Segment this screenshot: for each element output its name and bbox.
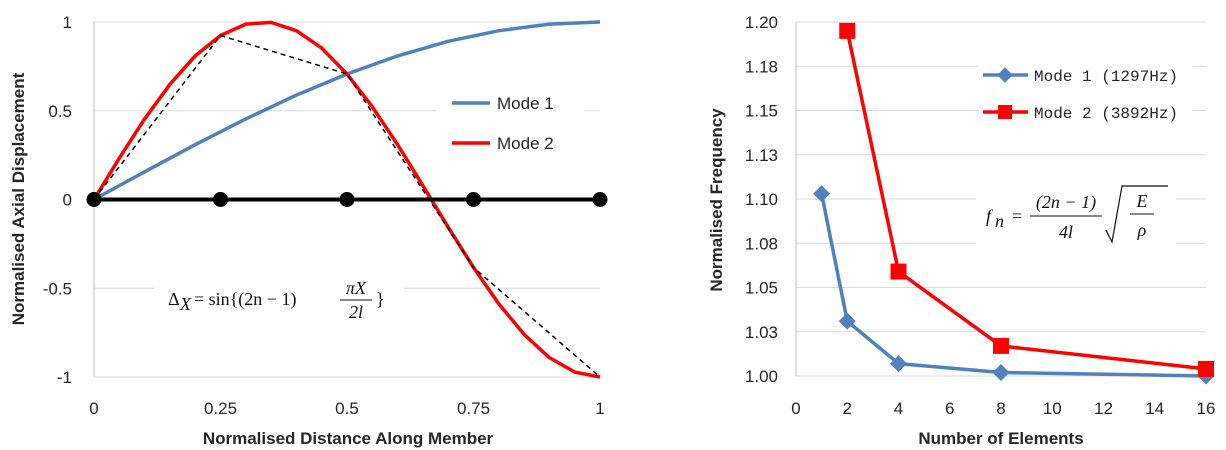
right-x-tick-label: 2	[843, 399, 852, 418]
right-x-tick-label: 8	[996, 399, 1005, 418]
mode-1-diamond-marker	[838, 312, 856, 330]
mode-2-square-marker	[993, 337, 1009, 354]
element-approximation-dashed-line	[93, 34, 601, 378]
formula-root-den: ρ	[1137, 220, 1147, 240]
right-y-tick-label: 1.18	[745, 57, 778, 76]
legend-mode1-label: Mode 1	[497, 94, 554, 113]
left-y-ticks: 1 0.5 0 -0.5 -1	[43, 13, 72, 387]
left-x-ticks: 0 0.25 0.5 0.75 1	[89, 399, 604, 418]
right-y-tick-label: 1.05	[745, 279, 778, 298]
right-y-tick-label: 1.20	[745, 13, 778, 32]
right-x-tick-label: 14	[1145, 399, 1164, 418]
mode-1-diamond-marker	[890, 355, 907, 373]
node-marker	[213, 192, 228, 207]
mode-1-diamond-marker	[992, 363, 1010, 381]
right-y-tick-label: 1.08	[745, 234, 778, 253]
left-y-tick-label: 0	[63, 191, 72, 210]
legend-square-marker	[998, 105, 1012, 119]
formula-fraction-den: 2l	[349, 302, 363, 322]
right-x-tick-label: 16	[1197, 399, 1216, 418]
formula-delta: Δ	[168, 289, 180, 309]
mode-1-diamond-marker	[813, 185, 831, 203]
right-y-tick-label: 1.13	[745, 146, 778, 165]
right-y-ticks: 1.20 1.18 1.15 1.13 1.10 1.08 1.05 1.03 1.00	[745, 13, 778, 386]
formula-close-brace: }	[376, 289, 385, 309]
mode-2-square-marker	[839, 22, 856, 39]
formula-root-num: E	[1136, 191, 1148, 211]
right-x-axis-title: Number of Elements	[918, 429, 1083, 448]
left-legend-box	[436, 84, 584, 162]
displacement-formula-box	[154, 264, 404, 328]
formula-freq-den-text: 4l	[1059, 222, 1073, 242]
formula-f: f	[986, 206, 994, 226]
right-x-tick-label: 10	[1043, 399, 1062, 418]
formula-f-sub: n	[995, 211, 1004, 231]
legend-freq-mode1-label: Mode 1 (1297Hz)	[1034, 68, 1178, 86]
left-x-tick-label: 0	[89, 399, 98, 418]
left-y-tick-label: 0.5	[48, 102, 72, 121]
left-y-tick-label: -0.5	[43, 279, 72, 298]
right-y-tick-label: 1.00	[745, 367, 778, 386]
left-y-axis-title: Normalised Axial Displacement	[9, 72, 28, 325]
frequency-mode-2-line	[845, 30, 1207, 371]
displacement-formula: Δ X = sin{(2n − 1) πX 2l }	[154, 264, 404, 328]
right-x-tick-label: 6	[945, 399, 954, 418]
frequency-chart: 1.20 1.18 1.15 1.13 1.10 1.08 1.05 1.03 1.00 0 2 4…	[707, 13, 1215, 448]
node-marker	[86, 192, 102, 207]
formula-delta-sub: X	[179, 294, 192, 314]
formula-sine: = sin{(2n − 1)	[194, 289, 296, 310]
mode-2-square-marker	[890, 263, 907, 280]
legend-freq-mode2-label: Mode 2 (3892Hz)	[1034, 105, 1178, 123]
formula-freq-num: (2n − 1)	[1036, 192, 1096, 213]
mode-2-square-marker	[1198, 360, 1214, 377]
right-legend-box	[978, 56, 1192, 132]
right-legend: Mode 1 (1297Hz) Mode 2 (3892Hz)	[978, 56, 1192, 132]
mode-2-line	[92, 20, 601, 379]
right-y-tick-label: 1.10	[745, 190, 778, 209]
left-x-tick-label: 1	[595, 399, 604, 418]
left-y-tick-label: 1	[63, 13, 72, 32]
right-x-ticks: 0 2 4 6 8 10 12 14 16	[791, 399, 1215, 418]
right-x-tick-label: 4	[894, 399, 903, 418]
right-y-axis-title: Normalised Frequency	[707, 108, 726, 292]
left-y-tick-label: -1	[57, 368, 72, 387]
left-series	[86, 20, 608, 379]
right-x-tick-label: 0	[791, 399, 800, 418]
left-x-tick-label: 0.25	[204, 399, 237, 418]
frequency-formula: f n = (2n − 1) 4l E ρ	[976, 176, 1176, 256]
left-x-tick-label: 0.5	[335, 399, 359, 418]
right-y-tick-label: 1.15	[745, 102, 778, 121]
formula-equals: =	[1012, 206, 1022, 226]
left-x-tick-label: 0.75	[457, 399, 490, 418]
legend-mode2-label: Mode 2	[497, 134, 554, 153]
left-legend: Mode 1 Mode 2	[436, 84, 584, 162]
node-marker	[592, 192, 608, 207]
right-series	[813, 22, 1215, 385]
right-x-tick-label: 12	[1094, 399, 1113, 418]
node-marker	[466, 192, 481, 207]
displacement-chart: 1 0.5 0 -0.5 -1 0 0.25 0.5 0.75 1 Normalised Axi…	[9, 13, 608, 448]
node-marker	[339, 192, 355, 207]
right-y-tick-label: 1.03	[745, 323, 778, 342]
formula-sqrt-sign	[1105, 185, 1168, 244]
left-x-axis-title: Normalised Distance Along Member	[203, 429, 494, 448]
formula-fraction-num: πX	[346, 278, 367, 298]
